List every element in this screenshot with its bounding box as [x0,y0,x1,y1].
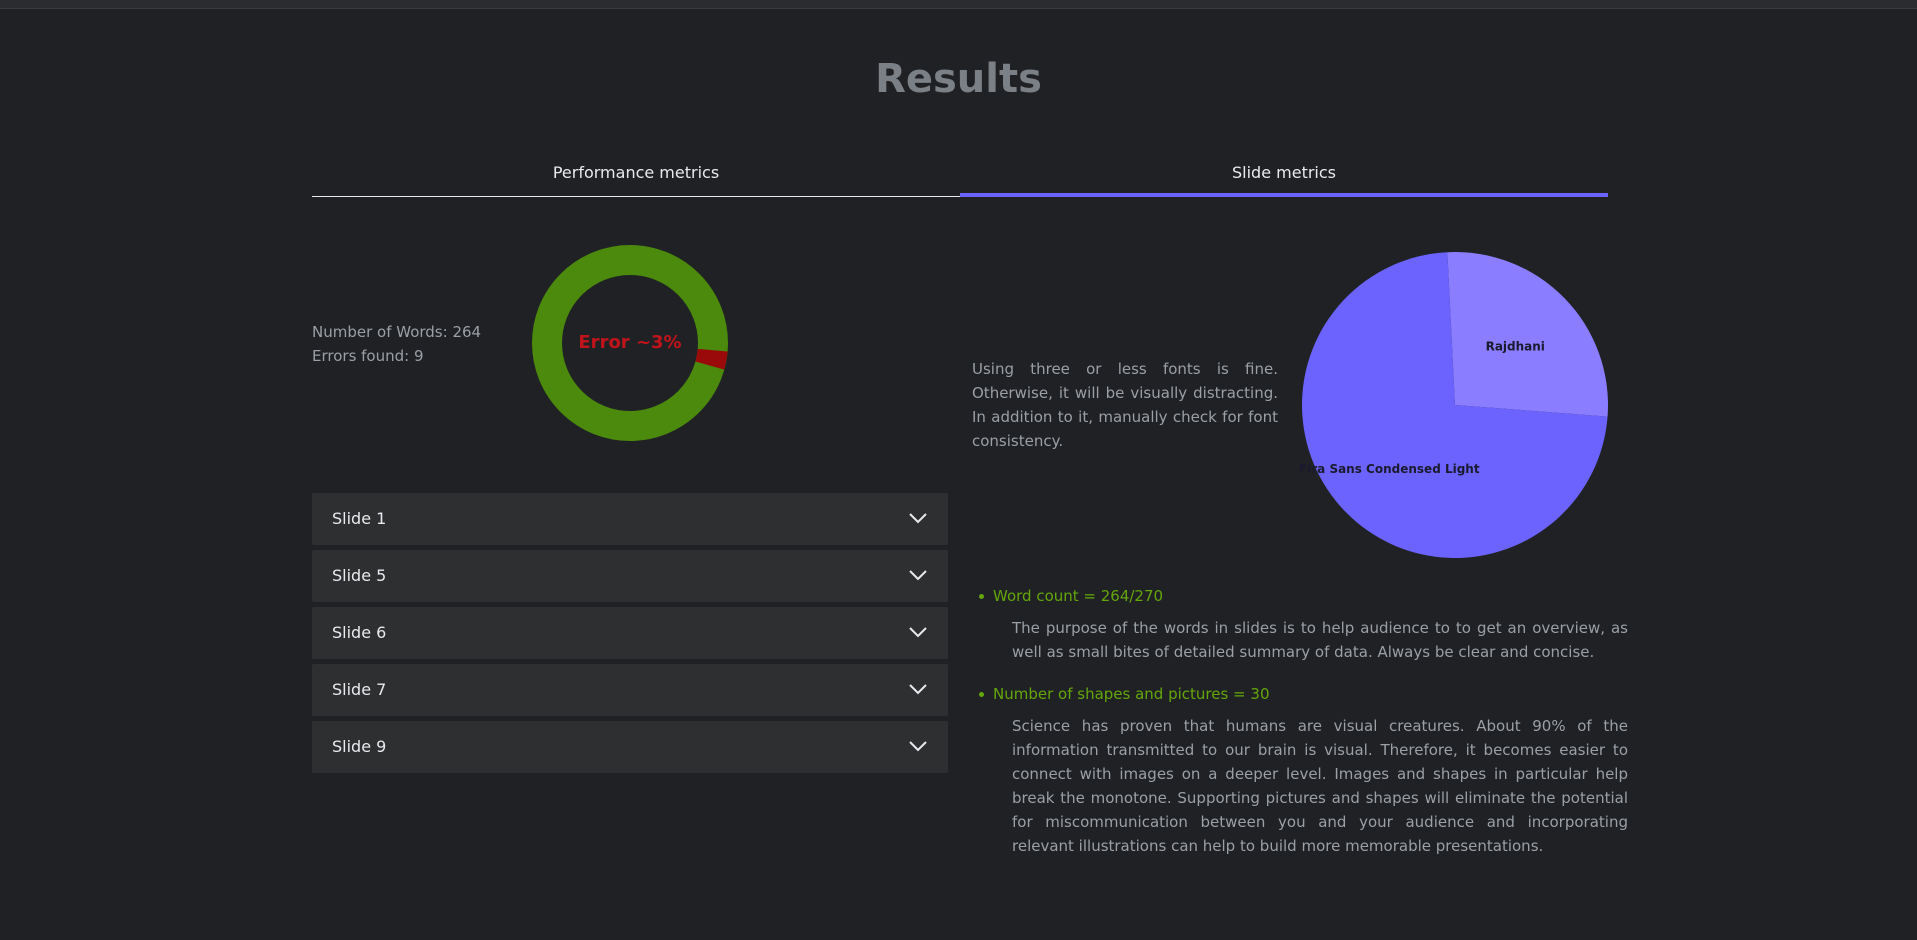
slide-metrics-list: Word count = 264/270 The purpose of the … [972,584,1628,876]
browser-bookmarks-strip [0,0,1917,9]
accordion-slide-9[interactable]: Slide 9 [312,721,948,773]
chevron-down-icon [909,684,927,695]
chevron-down-icon [909,741,927,752]
metric-heading: Number of shapes and pictures = 30 [972,682,1628,706]
errors-found-text: Errors found: 9 [312,347,424,365]
pie-label-fira-sans-condensed-light: Fira Sans Condensed Light [1300,462,1480,476]
donut-ok-segment [532,245,728,441]
chevron-down-icon [909,570,927,581]
pie-label-rajdhani: Rajdhani [1486,339,1545,353]
metric-item-shapes-pictures: Number of shapes and pictures = 30 Scien… [972,682,1628,858]
accordion-slide-5[interactable]: Slide 5 [312,550,948,602]
metric-description: Science has proven that humans are visua… [1012,717,1628,855]
chevron-down-icon [909,513,927,524]
pie-slice-fira-sans-condensed-light [1302,252,1608,558]
accordion-label: Slide 9 [332,737,387,756]
accordion-slide-7[interactable]: Slide 7 [312,664,948,716]
accordion-label: Slide 6 [332,623,387,642]
accordion-slide-6[interactable]: Slide 6 [312,607,948,659]
accordion-label: Slide 1 [332,509,387,528]
bullet-icon [979,691,984,697]
word-count-text: Number of Words: 264 [312,323,482,341]
word-stats: Number of Words: 264 Errors found: 9 [312,320,481,368]
metric-description: The purpose of the words in slides is to… [1012,619,1628,661]
accordion-slide-1[interactable]: Slide 1 [312,493,948,545]
tab-performance-metrics[interactable]: Performance metrics [312,160,960,197]
metric-heading: Word count = 264/270 [972,584,1628,608]
metric-heading-text: Number of shapes and pictures = 30 [993,685,1270,703]
bullet-icon [979,593,984,599]
accordion-label: Slide 7 [332,680,387,699]
metric-item-word-count: Word count = 264/270 The purpose of the … [972,584,1628,664]
slide-accordion: Slide 1 Slide 5 Slide 6 Slide 7 Slide 9 [312,493,948,778]
page-title: Results [875,56,1042,102]
donut-error-label: Error ~3% [578,332,681,353]
error-donut-chart: Error ~3% [532,245,728,441]
tab-slide-metrics[interactable]: Slide metrics [960,160,1608,197]
font-distribution-pie-chart: Rajdhani Fira Sans Condensed Light [1300,252,1608,558]
accordion-label: Slide 5 [332,566,387,585]
pie-slice-rajdhani [1447,252,1608,417]
metrics-tabs: Performance metrics Slide metrics [312,160,1608,198]
metric-heading-text: Word count = 264/270 [993,587,1164,605]
chevron-down-icon [909,627,927,638]
font-usage-note: Using three or less fonts is fine. Other… [972,360,1278,450]
